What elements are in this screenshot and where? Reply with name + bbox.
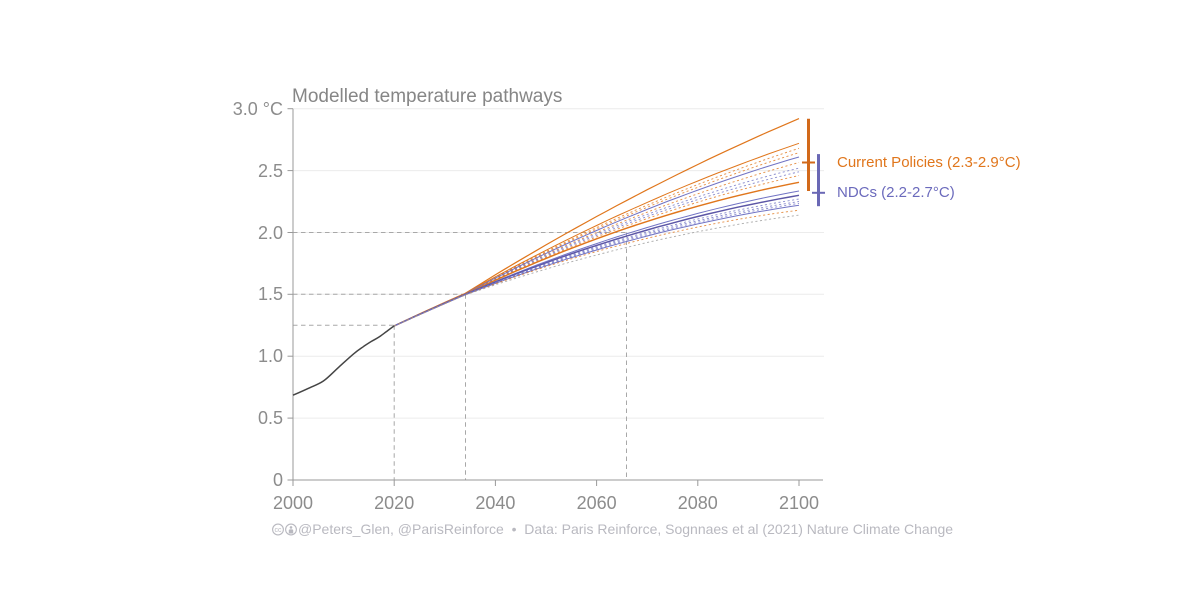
svg-text:cc: cc <box>275 527 283 534</box>
